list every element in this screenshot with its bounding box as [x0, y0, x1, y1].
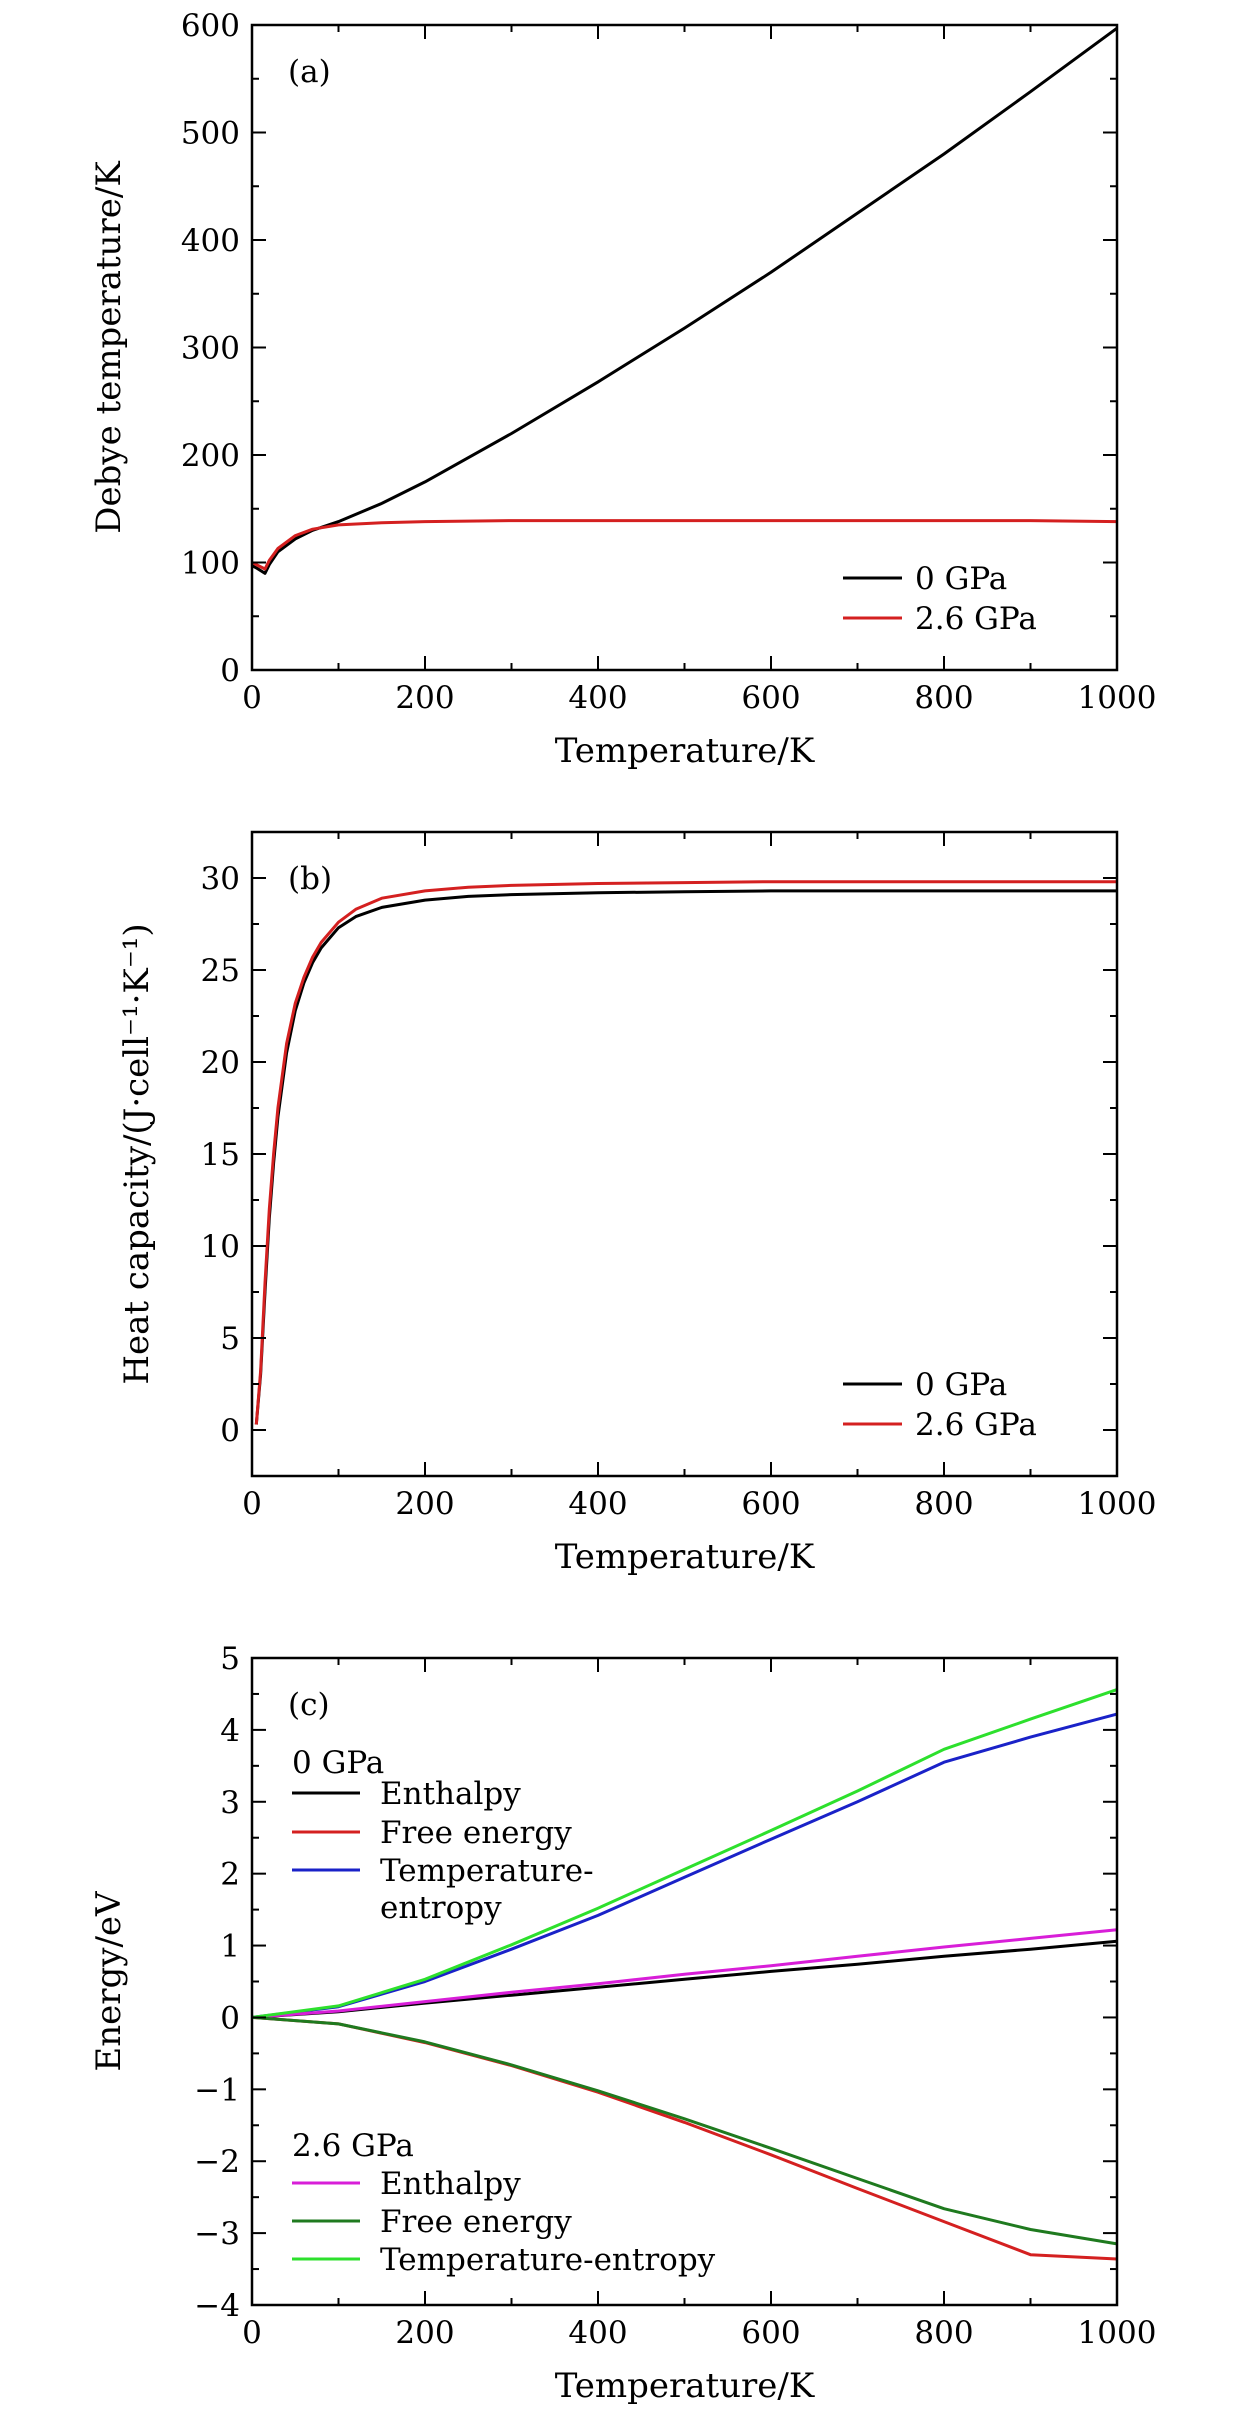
y-tick-label: 300 — [181, 331, 240, 367]
y-tick-label: 30 — [201, 861, 240, 897]
y-tick-label: 400 — [181, 223, 240, 259]
y-tick-label: −4 — [194, 2288, 240, 2324]
legend-label: 0 GPa — [915, 1367, 1007, 1403]
x-tick-label: 0 — [242, 1486, 262, 1522]
y-axis-title: Heat capacity/(J·cell⁻¹·K⁻¹) — [117, 923, 157, 1384]
x-axis-title: Temperature/K — [555, 2366, 815, 2406]
chart-panel-b: 0 200 400 600 800 1000 0 5 10 15 20 25 30 Temperature… — [117, 830, 1157, 1577]
x-tick-label: 800 — [914, 2315, 973, 2351]
x-tick-label: 800 — [914, 1486, 973, 1522]
series-line-0-1 — [251, 519, 1118, 571]
y-tick-label: 0 — [220, 1413, 240, 1449]
x-tick-label: 1000 — [1078, 2315, 1157, 2351]
legend-group-title: 2.6 GPa — [292, 2128, 414, 2164]
legend-label: Temperature-entropy — [380, 2242, 716, 2278]
y-tick-label: −1 — [194, 2072, 240, 2108]
y-tick-label: 100 — [181, 546, 240, 582]
y-tick-label: 200 — [181, 438, 240, 474]
y-tick-label: −3 — [194, 2216, 240, 2252]
x-tick-label: 600 — [741, 1486, 800, 1522]
x-tick-label: 400 — [568, 680, 627, 716]
x-axis-title: Temperature/K — [555, 1537, 815, 1577]
y-tick-label: 1 — [220, 1929, 240, 1965]
x-tick-label: 0 — [242, 680, 262, 716]
legend-label: Temperature- — [380, 1853, 594, 1889]
x-tick-label: 400 — [568, 2315, 627, 2351]
y-tick-label: 25 — [201, 953, 240, 989]
y-axis-title: Debye temperature/K — [89, 161, 129, 534]
series-line-2-2 — [251, 1712, 1118, 2019]
x-tick-label: 200 — [395, 680, 454, 716]
y-tick-label: 3 — [220, 1785, 240, 1821]
y-tick-label: 4 — [220, 1713, 240, 1749]
legend-label: 2.6 GPa — [915, 601, 1037, 637]
x-axis-title: Temperature/K — [555, 731, 815, 771]
legend-label: entropy — [380, 1890, 502, 1926]
y-tick-label: −2 — [194, 2144, 240, 2180]
legend-label: 2.6 GPa — [915, 1407, 1037, 1443]
x-tick-label: 0 — [242, 2315, 262, 2351]
chart-panel-c: 0 200 400 600 800 1000 −4 −3 −2 −1 0 1 2 3 4 5 Temperatu… — [89, 1641, 1156, 2406]
y-tick-label: 5 — [220, 1641, 240, 1677]
series-line-2-5 — [251, 1688, 1118, 2019]
y-tick-label: 0 — [220, 2000, 240, 2036]
panel-label: (b) — [288, 861, 332, 897]
y-tick-label: 0 — [220, 653, 240, 689]
x-tick-label: 600 — [741, 2315, 800, 2351]
legend-label: Free energy — [380, 2204, 572, 2240]
x-tick-label: 200 — [395, 2315, 454, 2351]
y-tick-label: 500 — [181, 116, 240, 152]
y-tick-label: 10 — [201, 1229, 240, 1265]
y-tick-label: 15 — [201, 1137, 240, 1173]
legend-label: Free energy — [380, 1815, 572, 1851]
series-line-2-3 — [251, 1928, 1118, 2019]
legend-group-title: 0 GPa — [292, 1745, 384, 1781]
series-line-1-0 — [254, 889, 1117, 1425]
series-line-1-1 — [254, 880, 1117, 1425]
legend-label: Enthalpy — [380, 1776, 521, 1812]
chart-panel-a: 0 200 400 600 800 1000 0 100 200 300 400 500 600 Temp… — [89, 8, 1156, 771]
panel-label: (a) — [288, 54, 331, 90]
panel-label: (c) — [288, 1687, 330, 1723]
y-tick-label: 20 — [201, 1045, 240, 1081]
y-tick-label: 2 — [220, 1857, 240, 1893]
y-tick-label: 5 — [220, 1321, 240, 1357]
y-tick-label: 600 — [181, 8, 240, 44]
x-tick-label: 200 — [395, 1486, 454, 1522]
series-line-2-4 — [251, 2015, 1118, 2246]
legend-label: 0 GPa — [915, 561, 1007, 597]
x-tick-label: 600 — [741, 680, 800, 716]
x-tick-label: 1000 — [1078, 1486, 1157, 1522]
x-tick-label: 400 — [568, 1486, 627, 1522]
x-tick-label: 1000 — [1078, 680, 1157, 716]
x-tick-label: 800 — [914, 680, 973, 716]
legend-label: Enthalpy — [380, 2166, 521, 2202]
series-line-0-0 — [251, 26, 1118, 575]
y-axis-title: Energy/eV — [89, 1890, 129, 2072]
